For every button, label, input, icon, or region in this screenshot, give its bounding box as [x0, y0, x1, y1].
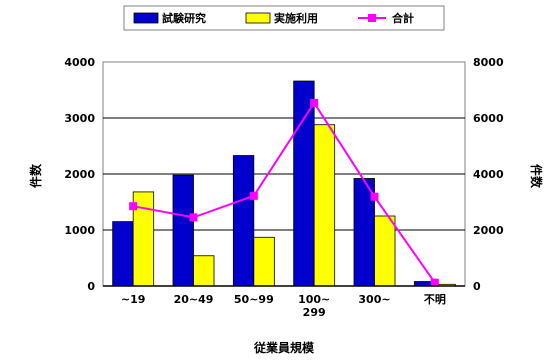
bar-series-2	[193, 255, 215, 287]
legend-frame	[123, 5, 445, 31]
y-tick-label-right: 6000	[473, 112, 504, 125]
x-tick-label: 300~	[358, 293, 390, 306]
line-path	[132, 101, 436, 284]
y-tick-label-left: 2000	[64, 168, 95, 181]
legend-label-series-1: 試験研究	[162, 11, 206, 25]
y-tick-label-right: 2000	[473, 224, 504, 237]
legend-label-series-3: 合計	[392, 11, 414, 25]
y-tick-label-left: 1000	[64, 224, 95, 237]
line-point	[249, 191, 258, 200]
x-tick-label: 50~99	[234, 293, 274, 306]
line-point	[310, 98, 319, 107]
y-axis-title-right: 件数	[529, 164, 544, 189]
bar-series-1	[293, 80, 315, 287]
y-tick-label-left: 0	[87, 280, 95, 293]
bar-series-2	[374, 215, 396, 287]
x-tick-label: 20~49	[174, 293, 214, 306]
axes: 0 1000 2000 3000 4000 0 2000 4000 6000 8000 ~19 20~…	[64, 56, 504, 319]
y-tick-label-left: 4000	[64, 56, 95, 69]
bar-series-1	[232, 155, 255, 287]
line-series	[129, 98, 439, 287]
bar-series-2	[253, 236, 275, 287]
x-axis-title: 従業員規模	[253, 340, 315, 355]
line-point	[370, 192, 379, 201]
legend: 試験研究 実施利用 合計	[123, 5, 445, 31]
legend-marker-series-3	[368, 14, 376, 22]
x-tick-label: 299	[303, 306, 326, 319]
y-tick-label-right: 8000	[473, 56, 504, 69]
line-point	[189, 213, 198, 222]
y-tick-label-right: 0	[473, 280, 481, 293]
legend-label-series-2: 実施利用	[274, 11, 318, 25]
bars	[112, 80, 456, 287]
line-point	[129, 202, 138, 211]
y-tick-label-right: 4000	[473, 168, 504, 181]
bar-series-2	[313, 124, 336, 287]
x-tick-label: 不明	[424, 293, 446, 306]
gridlines	[103, 117, 465, 231]
bar-series-1	[112, 221, 134, 287]
line-point	[430, 278, 439, 287]
x-tick-label: ~19	[121, 293, 146, 306]
y-tick-label-left: 3000	[64, 112, 95, 125]
y-axis-title-left: 件数	[28, 163, 43, 188]
x-tick-label: 100~	[298, 293, 330, 306]
bar-series-1	[172, 174, 194, 287]
legend-swatch-series-2	[245, 12, 271, 24]
legend-swatch-series-1	[133, 12, 159, 24]
